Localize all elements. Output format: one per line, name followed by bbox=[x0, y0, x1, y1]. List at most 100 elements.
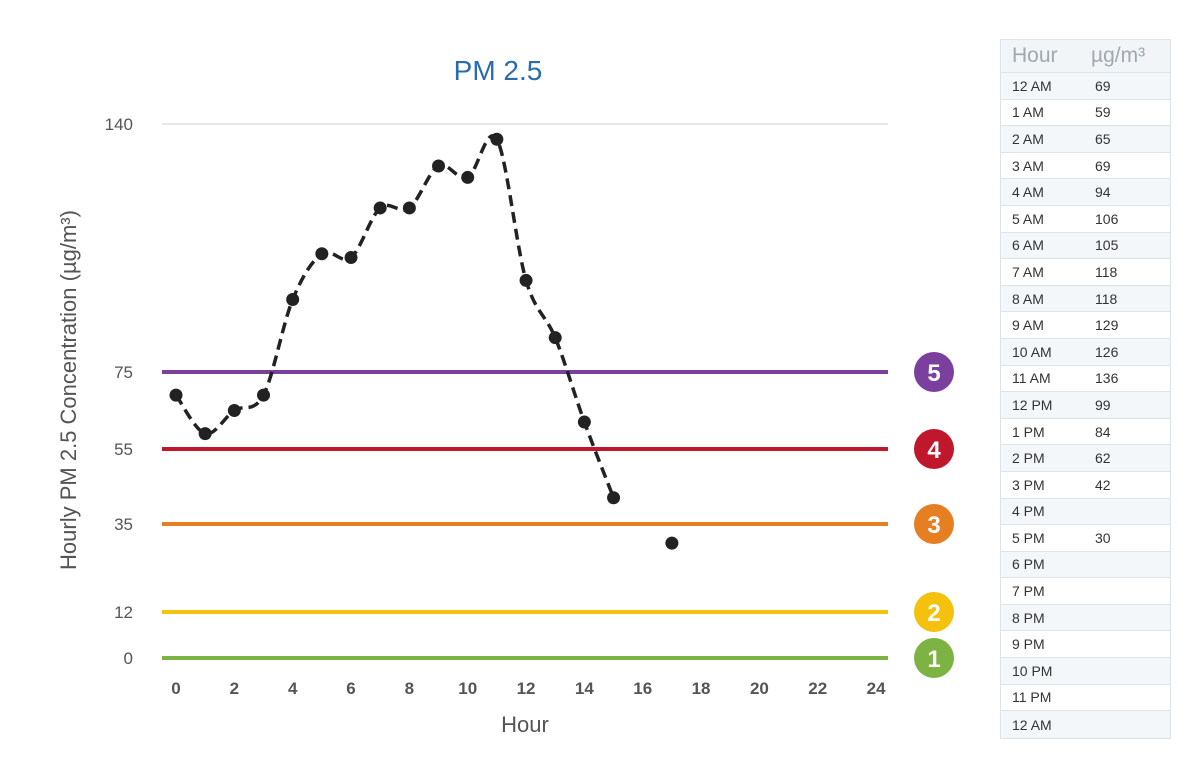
table-cell-hour: 8 PM bbox=[1012, 609, 1045, 626]
table-row: 9 AM 129 bbox=[1001, 312, 1170, 339]
table-row: 10 PM bbox=[1001, 658, 1170, 685]
table-cell-hour: 5 PM bbox=[1012, 529, 1045, 546]
table-row: 11 AM 136 bbox=[1001, 366, 1170, 393]
table-row: 12 AM bbox=[1001, 711, 1170, 738]
table-row: 5 AM 106 bbox=[1001, 206, 1170, 233]
data-point bbox=[344, 251, 358, 265]
y-tick-label: 75 bbox=[114, 363, 133, 382]
table-cell-hour: 7 AM bbox=[1012, 263, 1044, 280]
table-cell-hour: 5 AM bbox=[1012, 210, 1044, 227]
table-cell-value: 69 bbox=[1095, 157, 1111, 174]
table-cell-value: 30 bbox=[1095, 529, 1111, 546]
table-row: 12 PM 99 bbox=[1001, 392, 1170, 419]
x-tick-label: 4 bbox=[288, 679, 298, 698]
table-cell-hour: 11 AM bbox=[1012, 370, 1051, 387]
table-cell-value: 69 bbox=[1095, 77, 1111, 94]
x-tick-label: 0 bbox=[171, 679, 180, 698]
data-point bbox=[402, 201, 416, 215]
data-point bbox=[198, 427, 212, 441]
aqi-badge-label: 1 bbox=[927, 646, 940, 673]
data-point bbox=[519, 273, 533, 287]
x-axis-ticks: 0 2 4 6 8 10 12 14 16 18 20 22 24 bbox=[171, 679, 886, 698]
aqi-badge-circle bbox=[914, 592, 954, 632]
x-tick-label: 12 bbox=[517, 679, 536, 698]
table-cell-value: 62 bbox=[1095, 450, 1111, 467]
table-row: 12 AM 69 bbox=[1001, 73, 1170, 100]
table-cell-hour: 10 PM bbox=[1012, 662, 1053, 679]
table-cell-value: 126 bbox=[1095, 343, 1119, 360]
aqi-badge-label: 5 bbox=[927, 360, 940, 387]
data-point bbox=[286, 293, 300, 307]
table-cell-hour: 10 AM bbox=[1012, 343, 1052, 360]
x-axis-label: Hour bbox=[501, 712, 549, 737]
table-cell-hour: 11 PM bbox=[1012, 689, 1052, 706]
table-body: 12 AM 69 1 AM 59 2 AM 65 3 AM 69 4 AM 94 5 AM 106 6 … bbox=[1001, 73, 1170, 738]
table-cell-hour: 3 PM bbox=[1012, 476, 1045, 493]
table-cell-value: 94 bbox=[1095, 184, 1111, 201]
table-cell-value: 42 bbox=[1095, 476, 1111, 493]
data-point bbox=[227, 404, 241, 417]
x-tick-label: 18 bbox=[692, 679, 711, 698]
x-tick-label: 14 bbox=[575, 679, 594, 698]
data-point bbox=[373, 201, 387, 215]
aqi-badge-circle bbox=[914, 504, 954, 544]
table-row: 2 PM 62 bbox=[1001, 445, 1170, 472]
aqi-badge-circle bbox=[914, 429, 954, 469]
y-tick-label: 0 bbox=[124, 649, 133, 668]
data-point bbox=[607, 491, 621, 505]
table-cell-hour: 12 PM bbox=[1012, 396, 1053, 413]
table-row: 8 PM bbox=[1001, 604, 1170, 632]
y-tick-label: 55 bbox=[114, 440, 133, 459]
data-series bbox=[169, 132, 679, 550]
x-tick-label: 16 bbox=[633, 679, 652, 698]
table-cell-hour: 12 AM bbox=[1012, 77, 1052, 94]
table-header-unit: µg/m³ bbox=[1091, 44, 1146, 67]
data-point bbox=[169, 388, 183, 402]
threshold-lines bbox=[162, 370, 888, 660]
table-cell-hour: 4 AM bbox=[1012, 184, 1044, 201]
table-row: 9 PM bbox=[1001, 631, 1170, 659]
table-cell-hour: 6 PM bbox=[1012, 556, 1045, 573]
table-cell-hour: 9 PM bbox=[1012, 636, 1045, 653]
aqi-badge-circle bbox=[914, 638, 954, 678]
table-row: 5 PM 30 bbox=[1001, 525, 1170, 552]
table-cell-hour: 7 PM bbox=[1012, 583, 1045, 600]
table-row: 7 PM bbox=[1001, 578, 1170, 605]
table-cell-value: 118 bbox=[1095, 263, 1118, 280]
y-tick-label: 35 bbox=[114, 515, 133, 534]
table-cell-hour: 4 PM bbox=[1012, 503, 1045, 520]
table-cell-value: 106 bbox=[1095, 210, 1119, 227]
table-cell-value: 129 bbox=[1095, 317, 1119, 334]
aqi-badge-label: 4 bbox=[927, 437, 941, 464]
table-header: Hour µg/m³ bbox=[1001, 40, 1170, 73]
data-point bbox=[665, 536, 679, 550]
y-tick-label: 140 bbox=[105, 115, 133, 134]
table-cell-hour: 6 AM bbox=[1012, 237, 1044, 254]
x-tick-label: 20 bbox=[750, 679, 769, 698]
table-row: 1 AM 59 bbox=[1001, 100, 1170, 127]
x-tick-label: 22 bbox=[808, 679, 827, 698]
chart-title: PM 2.5 bbox=[454, 55, 543, 86]
aqi-badge-label: 2 bbox=[927, 600, 940, 627]
y-axis-label: Hourly PM 2.5 Concentration (µg/m³) bbox=[56, 210, 81, 570]
table-cell-value: 84 bbox=[1095, 423, 1111, 440]
data-point bbox=[315, 247, 329, 261]
table-cell-value: 99 bbox=[1095, 396, 1111, 413]
table-cell-hour: 9 AM bbox=[1012, 317, 1044, 334]
pm25-chart: PM 2.5 Hour Hourly PM 2.5 Concentration … bbox=[56, 55, 954, 737]
table-row: 1 PM 84 bbox=[1001, 419, 1170, 446]
table-row: 7 AM 118 bbox=[1001, 259, 1170, 286]
data-point bbox=[432, 159, 446, 173]
table-row: 3 PM 42 bbox=[1001, 472, 1170, 499]
aqi-badge-circle bbox=[914, 352, 954, 392]
table-cell-hour: 3 AM bbox=[1012, 157, 1044, 174]
data-point bbox=[577, 415, 591, 429]
x-tick-label: 6 bbox=[346, 679, 355, 698]
table-row: 2 AM 65 bbox=[1001, 126, 1170, 153]
x-tick-label: 24 bbox=[867, 679, 886, 698]
x-tick-label: 2 bbox=[230, 679, 239, 698]
series-line bbox=[174, 134, 616, 499]
data-point bbox=[461, 170, 475, 184]
table-cell-value: 105 bbox=[1095, 237, 1119, 254]
table-row: 3 AM 69 bbox=[1001, 153, 1170, 180]
